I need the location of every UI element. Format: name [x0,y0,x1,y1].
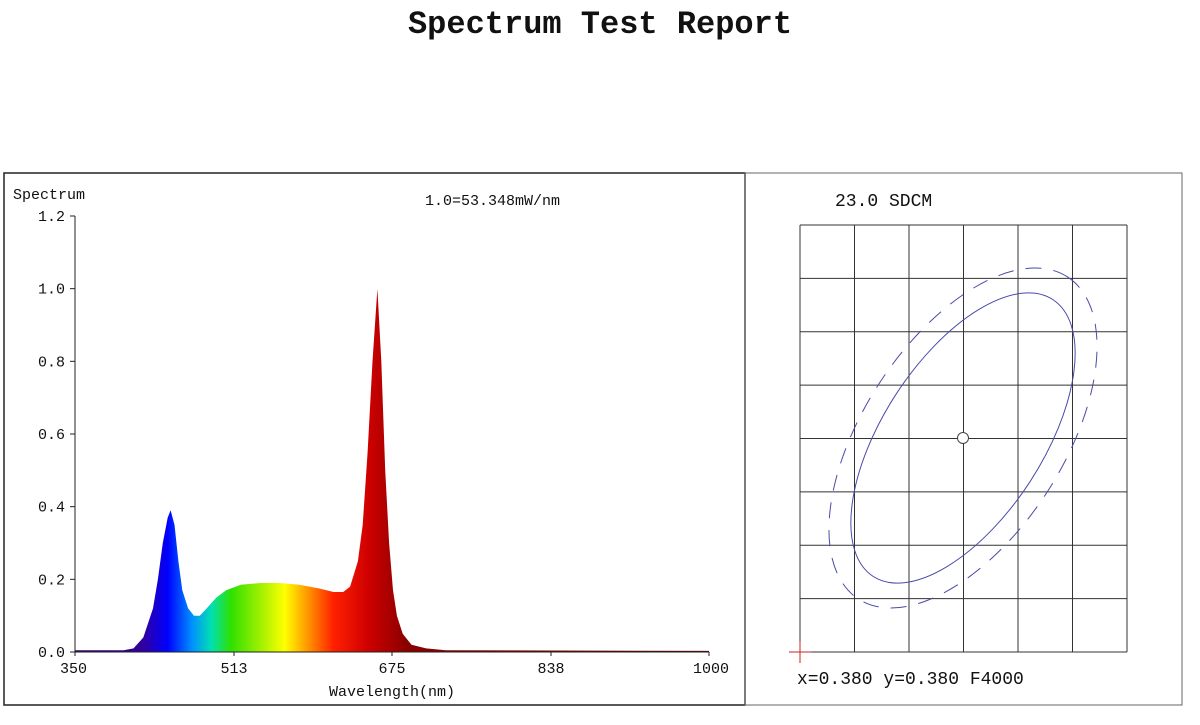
y-tick-label: 1.0 [38,282,65,299]
x-tick-label: 513 [220,661,247,678]
y-tick-label: 0.4 [38,500,65,517]
y-tick-label: 0.6 [38,427,65,444]
spectrum-area [75,288,709,652]
chromaticity-readout: x=0.380 y=0.380 F4000 [797,670,1024,690]
tolerance-ellipse-outer [828,267,1098,609]
y-tick-label: 0.0 [38,645,65,662]
y-axis-label: Spectrum [13,187,85,204]
report-title: Spectrum Test Report [407,6,793,43]
sdcm-chart: 23.0 SDCM x=0.380 y=0.380 F4000 [789,192,1128,690]
y-tick-label: 0.8 [38,354,65,371]
y-tick-label: 1.2 [38,209,65,226]
x-tick-label: 675 [378,661,405,678]
x-tick-label: 838 [537,661,564,678]
spectrum-chart: Spectrum 1.0=53.348mW/nm Wavelength(nm) … [13,187,729,701]
y-tick-label: 0.2 [38,572,65,589]
x-tick-label: 350 [60,661,87,678]
sdcm-panel-border [744,172,1183,706]
x-tick-label: 1000 [693,661,729,678]
tolerance-ellipse [850,292,1076,584]
sdcm-value: 23.0 SDCM [835,192,932,212]
scale-annotation: 1.0=53.348mW/nm [425,193,560,210]
target-point [957,432,969,444]
x-axis-label: Wavelength(nm) [329,684,455,701]
